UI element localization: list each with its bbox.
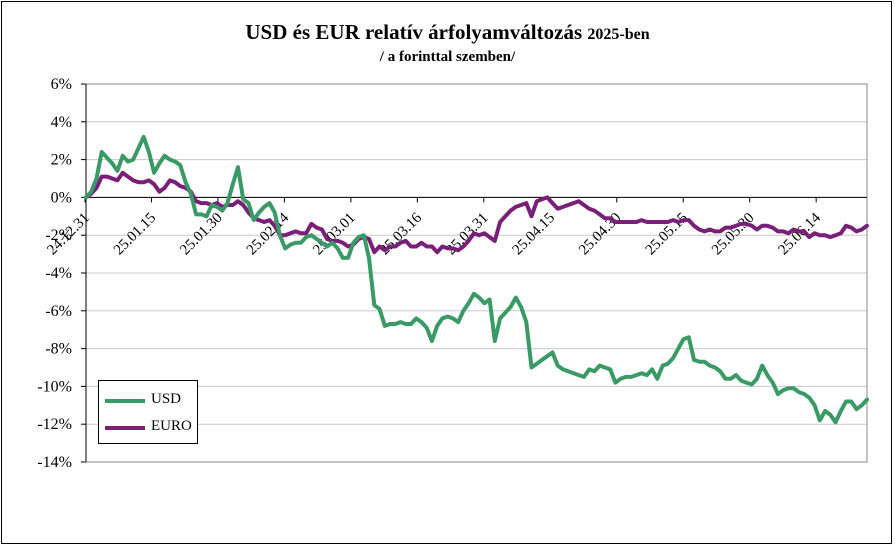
- y-tick-label: 4%: [51, 114, 72, 131]
- axes: [85, 83, 868, 463]
- y-tick-label: -14%: [37, 454, 72, 471]
- legend-label-usd: USD: [151, 391, 182, 407]
- y-tick-label: -6%: [45, 303, 72, 320]
- x-tick-label: 25.01.30: [177, 210, 225, 258]
- legend-label-euro: EURO: [151, 418, 192, 434]
- chart-title-main: USD és EUR relatív árfolyamváltozás: [245, 20, 583, 44]
- legend-swatch-euro: [105, 426, 145, 430]
- y-tick-label: 6%: [51, 76, 72, 93]
- chart-title-suffix: 2025-ben: [587, 26, 650, 43]
- y-tick-label: 0%: [51, 189, 72, 206]
- x-tick-label: 25.04.15: [510, 210, 558, 258]
- x-tick-label: 25.05.15: [643, 210, 691, 258]
- y-tick-label: -4%: [45, 265, 72, 282]
- x-tick-label: 25.01.15: [111, 210, 159, 258]
- y-tick-label: -10%: [37, 378, 72, 395]
- legend-item-euro: EURO: [105, 418, 197, 438]
- series-line-euro: [84, 170, 869, 255]
- series-lines: [84, 134, 869, 425]
- chart-subtitle: / a forinttal szemben/: [379, 49, 516, 65]
- y-tick-label: -12%: [37, 416, 72, 433]
- legend-swatch-usd: [105, 399, 145, 403]
- series-line-usd: [84, 134, 869, 425]
- gridlines: [81, 83, 867, 463]
- legend-item-usd: USD: [105, 391, 197, 411]
- x-tick-label: 25.05.30: [709, 210, 757, 258]
- y-tick-label: -2%: [45, 227, 72, 244]
- y-axis-tick-labels: 6% 4% 2% 0% -2% -4% -6% -8% -10% -12% -14%: [37, 76, 72, 471]
- y-tick-label: 2%: [51, 152, 72, 169]
- y-tick-label: -8%: [45, 341, 72, 358]
- legend: USD EURO: [98, 380, 198, 444]
- chart-title: USD és EUR relatív árfolyamváltozás 2025…: [0, 20, 895, 45]
